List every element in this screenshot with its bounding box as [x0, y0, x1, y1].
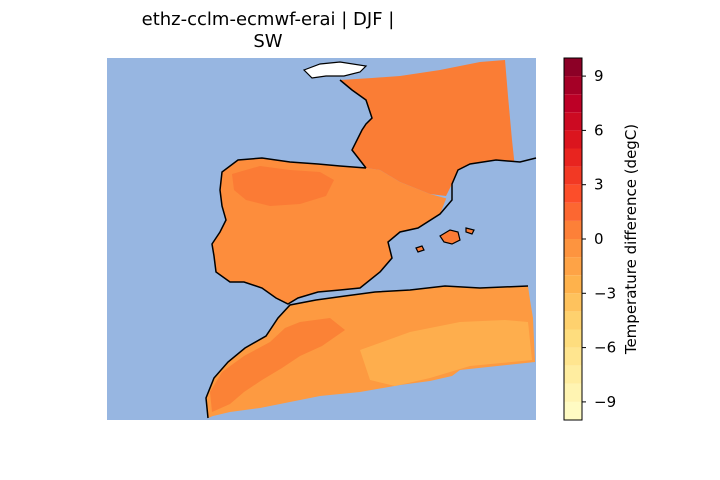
- colorbar-ticks: 9 6 3 0 −3 −6 −9: [582, 67, 616, 411]
- colorbar-segment: [564, 112, 582, 131]
- mediterranean-sea: [292, 158, 536, 302]
- colorbar-segment: [564, 58, 582, 77]
- colorbar-segments: [564, 58, 582, 420]
- colorbar-tick-label: −9: [594, 393, 616, 411]
- colorbar-segment: [564, 220, 582, 239]
- colorbar-tick-label: 3: [594, 176, 604, 194]
- colorbar-segment: [564, 239, 582, 258]
- colorbar-segment: [564, 347, 582, 366]
- balearic-mallorca: [439, 229, 461, 245]
- land-north-africa-cool: [360, 320, 532, 386]
- colorbar-tick-label: 0: [594, 230, 604, 248]
- colorbar-segment: [564, 94, 582, 113]
- colorbar-segment: [564, 293, 582, 312]
- land-france: [340, 60, 515, 196]
- balearic-ibiza: [415, 245, 425, 253]
- colorbar-segment: [564, 365, 582, 384]
- colorbar-tick-label: 6: [594, 121, 604, 139]
- colorbar-tick-label: −3: [594, 284, 616, 302]
- colorbar-segment: [564, 130, 582, 149]
- colorbar-tick-label: 9: [594, 67, 604, 85]
- colorbar-label: Temperature difference (degC): [622, 124, 640, 355]
- colorbar-segment: [564, 184, 582, 203]
- colorbar-segment: [564, 166, 582, 185]
- balearic-menorca: [465, 227, 475, 235]
- map-panel: [107, 58, 537, 420]
- colorbar-segment: [564, 401, 582, 420]
- plot-title-line-1: ethz-cclm-ecmwf-erai | DJF |: [141, 9, 395, 30]
- colorbar-segment: [564, 148, 582, 167]
- colorbar-segment: [564, 275, 582, 294]
- colorbar: 9 6 3 0 −3 −6 −9 Temperature difference (degC): [563, 57, 640, 421]
- colorbar-segment: [564, 76, 582, 95]
- land-iberia-warm: [232, 166, 334, 206]
- colorbar-segment: [564, 257, 582, 276]
- coastline-iberia: [211, 157, 537, 305]
- colorbar-tick-label: −6: [594, 339, 616, 357]
- colorbar-segment: [564, 202, 582, 221]
- colorbar-segment: [564, 383, 582, 402]
- colorbar-segment: [564, 329, 582, 348]
- coastline-north-africa: [205, 285, 529, 419]
- coastline-france: [339, 79, 373, 169]
- colorbar-segment: [564, 311, 582, 330]
- land-north-africa-warm: [210, 318, 345, 412]
- land-england-fragment: [302, 61, 368, 79]
- plot-title-line-2: SW: [253, 31, 283, 52]
